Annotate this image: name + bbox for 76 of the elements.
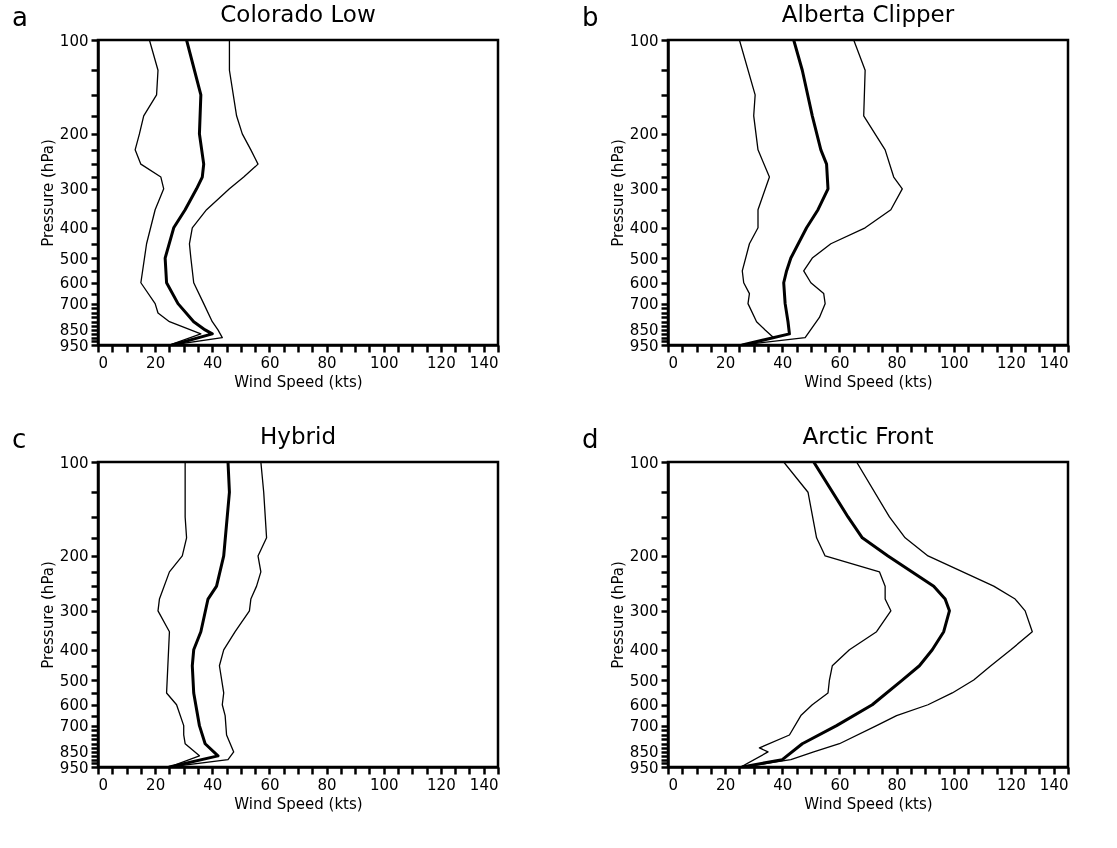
x-tick-label: 0 <box>668 353 679 372</box>
x-tick-label: 0 <box>668 775 679 794</box>
y-tick-label: 600 <box>59 274 89 293</box>
y-tick-label: 300 <box>59 602 89 621</box>
y-axis-title: Pressure (hPa) <box>38 139 57 247</box>
x-tick-label: 140 <box>1039 775 1069 794</box>
y-tick-label: 700 <box>59 717 89 736</box>
text: d <box>582 424 599 454</box>
y-tick-label: 200 <box>59 125 89 144</box>
x-tick-label: 100 <box>939 353 969 372</box>
chart-title: Colorado Low <box>220 1 376 27</box>
text: c <box>12 424 27 454</box>
chart-title: Alberta Clipper <box>781 1 955 27</box>
y-tick-label: 300 <box>629 602 659 621</box>
x-tick-label: 80 <box>887 775 907 794</box>
x-tick-label: 120 <box>427 353 456 372</box>
y-tick-label: 500 <box>629 249 659 268</box>
y-tick-label: 700 <box>629 717 659 736</box>
y-tick-label: 600 <box>59 696 89 715</box>
y-tick-label: 600 <box>629 274 659 293</box>
chart-title: Arctic Front <box>802 423 934 449</box>
y-tick-label: 100 <box>59 31 89 50</box>
x-tick-label: 20 <box>716 353 736 372</box>
x-axis-title: Wind Speed (kts) <box>804 794 933 813</box>
y-tick-label: 500 <box>59 671 89 690</box>
x-tick-label: 60 <box>260 775 280 794</box>
x-tick-label: 140 <box>1039 353 1069 372</box>
text: a <box>12 2 28 32</box>
x-tick-label: 40 <box>773 353 793 372</box>
y-tick-label: 500 <box>59 249 89 268</box>
y-tick-label: 300 <box>59 180 89 199</box>
x-tick-label: 80 <box>887 353 907 372</box>
y-tick-label: 100 <box>629 31 659 50</box>
x-tick-label: 80 <box>317 775 337 794</box>
x-tick-label: 40 <box>203 775 223 794</box>
y-tick-label: 300 <box>629 180 659 199</box>
x-tick-label: 60 <box>830 353 850 372</box>
x-tick-label: 80 <box>317 353 337 372</box>
x-tick-label: 140 <box>469 775 499 794</box>
x-tick-label: 60 <box>260 353 280 372</box>
x-axis-title: Wind Speed (kts) <box>234 372 363 391</box>
x-tick-label: 140 <box>469 353 499 372</box>
x-tick-label: 0 <box>98 353 109 372</box>
y-tick-label: 100 <box>629 453 659 472</box>
y-tick-label: 200 <box>629 547 659 566</box>
x-axis-title: Wind Speed (kts) <box>804 372 933 391</box>
x-tick-label: 20 <box>716 775 736 794</box>
y-axis-title: Pressure (hPa) <box>38 561 57 669</box>
x-tick-label: 40 <box>773 775 793 794</box>
x-tick-label: 100 <box>369 775 399 794</box>
y-tick-label: 100 <box>59 453 89 472</box>
y-tick-label: 400 <box>59 219 89 238</box>
text: b <box>582 2 599 32</box>
x-axis-title: Wind Speed (kts) <box>234 794 363 813</box>
x-tick-label: 40 <box>203 353 223 372</box>
x-tick-label: 120 <box>997 353 1026 372</box>
y-tick-label: 200 <box>59 547 89 566</box>
x-tick-label: 20 <box>146 353 166 372</box>
x-tick-label: 20 <box>146 775 166 794</box>
y-tick-label: 700 <box>59 295 89 314</box>
x-tick-label: 100 <box>369 353 399 372</box>
y-tick-label: 200 <box>629 125 659 144</box>
y-tick-label: 600 <box>629 696 659 715</box>
y-tick-label: 400 <box>59 641 89 660</box>
chart-title: Hybrid <box>260 423 336 449</box>
y-tick-label: 700 <box>629 295 659 314</box>
y-axis-title: Pressure (hPa) <box>608 561 627 669</box>
x-tick-label: 120 <box>997 775 1026 794</box>
y-tick-label: 500 <box>629 671 659 690</box>
y-tick-label: 400 <box>629 641 659 660</box>
x-tick-label: 100 <box>939 775 969 794</box>
x-tick-label: 0 <box>98 775 109 794</box>
y-axis-title: Pressure (hPa) <box>608 139 627 247</box>
x-tick-label: 120 <box>427 775 456 794</box>
y-tick-label: 400 <box>629 219 659 238</box>
x-tick-label: 60 <box>830 775 850 794</box>
